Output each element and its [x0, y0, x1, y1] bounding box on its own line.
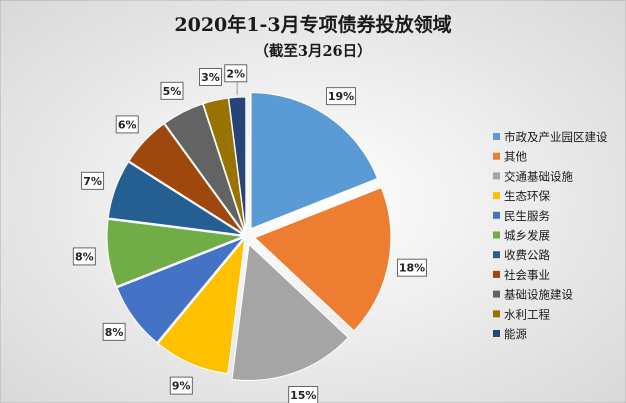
legend-item: 社会事业: [493, 268, 550, 282]
legend-swatch: [493, 133, 500, 140]
data-label-text: 3%: [201, 71, 220, 84]
pie-slice: [228, 96, 247, 234]
legend-item: 交通基础设施: [493, 169, 573, 183]
data-label: 19%: [326, 87, 356, 106]
legend-swatch: [493, 310, 500, 318]
pie-slice: [231, 243, 349, 381]
legend-label: 能源: [504, 327, 527, 341]
legend-item: 城乡发展: [493, 229, 550, 243]
data-label-text: 2%: [226, 67, 245, 80]
legend-item: 其他: [493, 150, 527, 164]
data-label: 2%: [224, 64, 248, 83]
pie-slice: [128, 123, 245, 235]
legend-swatch: [493, 152, 500, 160]
data-label-text: 7%: [83, 175, 102, 188]
legend-swatch: [493, 330, 500, 337]
legend-swatch: [493, 211, 500, 219]
legend-label: 城乡发展: [504, 229, 550, 243]
data-label: 9%: [169, 376, 193, 395]
legend-item: 市政及产业园区建设: [493, 130, 608, 144]
legend-swatch: [493, 251, 500, 259]
pie-slice: [116, 237, 244, 344]
data-label-text: 9%: [172, 380, 191, 393]
data-label-text: 8%: [105, 326, 124, 339]
data-label: 5%: [160, 81, 184, 100]
data-label-text: 15%: [290, 389, 316, 402]
legend-label: 生态环保: [504, 189, 550, 203]
data-label: 15%: [288, 386, 319, 403]
chart-title: 2020年1-3月专项债券投放领域: [174, 13, 451, 36]
data-label-text: 18%: [399, 262, 425, 275]
data-labels: 19% 18% 15% 9% 8% 8% 7% 6% 5% 3% 2%: [72, 64, 427, 403]
legend-label: 基础设施建设: [504, 288, 573, 302]
legend-item: 基础设施建设: [493, 288, 573, 302]
data-label-text: 6%: [118, 118, 137, 131]
data-label-text: 5%: [163, 85, 182, 98]
legend-item: 收费公路: [493, 248, 550, 262]
pie-slice: [107, 161, 244, 236]
legend-item: 水利工程: [493, 307, 550, 321]
legend-swatch: [493, 192, 500, 200]
data-label-text: 19%: [328, 90, 354, 103]
legend-swatch: [493, 231, 500, 239]
data-label: 8%: [72, 247, 96, 266]
legend-label: 收费公路: [504, 248, 550, 262]
legend-label: 水利工程: [504, 307, 550, 321]
data-label: 6%: [115, 115, 139, 134]
legend-item: 能源: [493, 327, 527, 341]
pie-slice: [250, 92, 379, 230]
legend-label: 其他: [504, 150, 527, 164]
pie-slice: [253, 186, 392, 332]
legend: 市政及产业园区建设其他交通基础设施生态环保民生服务城乡发展收费公路社会事业基础设…: [493, 130, 608, 341]
legend-swatch: [493, 172, 500, 180]
data-label: 8%: [102, 322, 126, 341]
pie-slice: [106, 218, 244, 288]
legend-item: 生态环保: [493, 189, 550, 203]
legend-label: 民生服务: [504, 209, 550, 223]
legend-swatch: [493, 290, 500, 298]
legend-label: 社会事业: [504, 268, 550, 282]
data-label: 3%: [199, 68, 222, 86]
legend-item: 民生服务: [493, 209, 550, 223]
data-label-text: 8%: [75, 250, 94, 263]
legend-label: 交通基础设施: [504, 169, 573, 183]
pie: [106, 92, 392, 381]
data-label: 18%: [397, 258, 427, 277]
legend-swatch: [493, 270, 500, 278]
pie-slice: [157, 237, 246, 375]
chart-subtitle: （截至3月26日）: [254, 42, 371, 60]
legend-label: 市政及产业园区建设: [504, 130, 608, 144]
data-label: 7%: [81, 171, 105, 190]
pie-slice: [164, 103, 246, 234]
